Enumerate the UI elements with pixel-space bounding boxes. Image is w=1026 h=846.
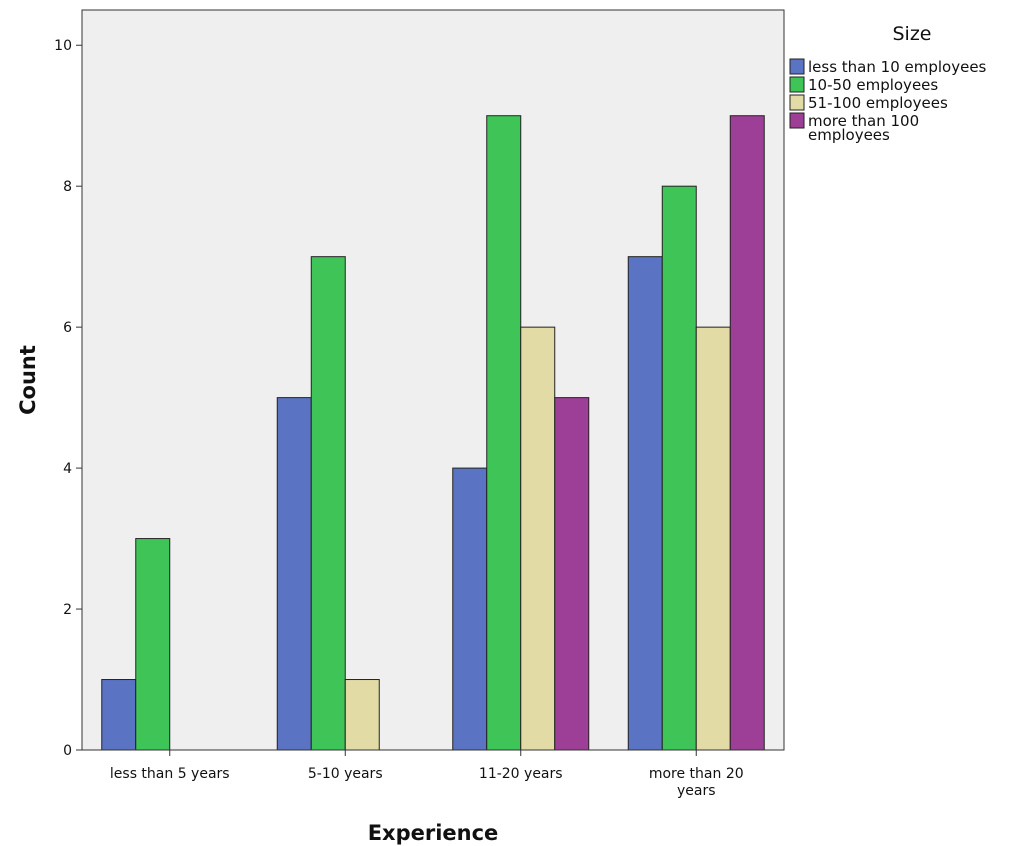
legend-label-line: employees	[808, 126, 890, 144]
x-tick-label-1: 5-10 years	[308, 766, 383, 782]
y-axis: 0 2 4 6 8 10	[54, 10, 83, 759]
bar-series1-cat2	[486, 115, 522, 751]
y-tick-label-5: 10	[54, 38, 72, 54]
y-tick-label-0: 0	[63, 743, 72, 759]
bar-series0-cat3	[627, 256, 663, 751]
x-tick-label-2: 11-20 years	[479, 766, 563, 782]
bar-series2-cat1	[344, 679, 380, 751]
y-tick-label-1: 2	[63, 602, 72, 618]
bar-series0-cat2	[452, 467, 488, 751]
x-tick-label-3: more than 20 years	[649, 766, 744, 799]
bar-series2-cat2	[520, 326, 556, 751]
x-tick-label-line: less than 5 years	[110, 766, 230, 782]
x-tick-label-line: years	[677, 783, 716, 799]
bars-group	[101, 115, 765, 751]
bar-series0-cat0	[101, 679, 137, 751]
legend-label-line: more than 100	[808, 112, 919, 130]
legend-swatch-3	[789, 112, 805, 129]
legend-swatch-1	[789, 76, 805, 93]
bar-series1-cat3	[661, 185, 697, 751]
x-tick-label-line: more than 20	[649, 766, 744, 782]
legend-label-3: more than 100 employees	[808, 112, 919, 144]
y-tick-label-3: 6	[63, 320, 72, 336]
y-tick-label-2: 4	[63, 461, 72, 477]
x-tick-label-line: 5-10 years	[308, 766, 383, 782]
legend-title: Size	[892, 23, 931, 45]
y-tick-label-4: 8	[63, 179, 72, 195]
y-axis-title: Count	[16, 345, 40, 415]
legend-label-2: 51-100 employees	[808, 94, 948, 112]
bar-series3-cat2	[554, 397, 590, 751]
bar-series0-cat1	[276, 397, 312, 751]
legend-label-1: 10-50 employees	[808, 76, 938, 94]
legend-label-line: 51-100 employees	[808, 94, 948, 112]
legend-swatch-2	[789, 94, 805, 111]
legend-swatch-0	[789, 58, 805, 75]
legend-label-line: 10-50 employees	[808, 76, 938, 94]
bar-series2-cat3	[695, 326, 731, 751]
legend-label-0: less than 10 employees	[808, 58, 987, 76]
x-tick-label-0: less than 5 years	[110, 766, 230, 782]
bar-series3-cat3	[729, 115, 765, 751]
legend-label-line: less than 10 employees	[808, 58, 987, 76]
x-axis-title: Experience	[368, 821, 499, 845]
bar-series1-cat0	[135, 538, 171, 751]
x-axis: less than 5 years 5-10 years 11-20 years mo…	[82, 749, 784, 799]
x-tick-label-line: 11-20 years	[479, 766, 563, 782]
bar-series1-cat1	[310, 256, 346, 751]
